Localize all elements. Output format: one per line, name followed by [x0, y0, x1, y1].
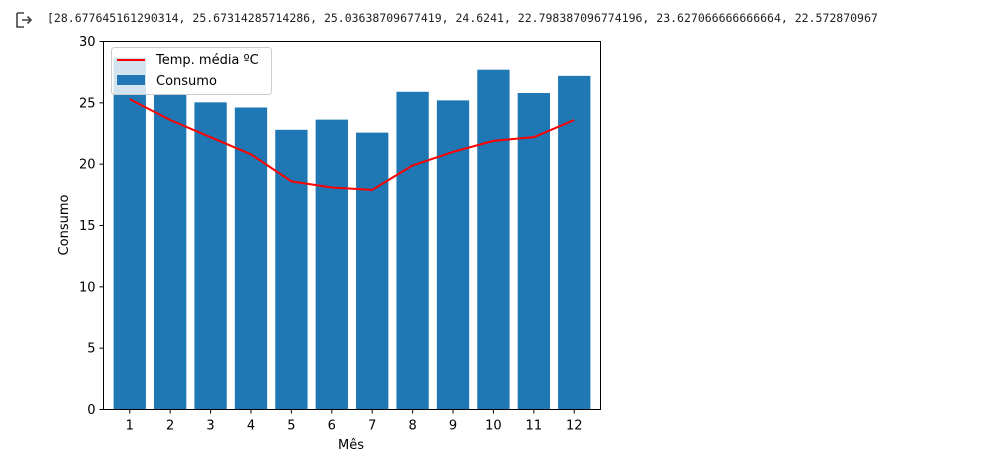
y-tick-label: 0: [87, 403, 95, 418]
bar-consumo-7: [356, 132, 389, 410]
x-tick-label: 7: [368, 419, 376, 434]
bar-consumo-10: [477, 69, 510, 410]
x-tick-label: 5: [287, 419, 295, 434]
x-tick-label: 3: [206, 419, 214, 434]
y-tick-label: 20: [79, 158, 96, 173]
x-tick-label: 8: [408, 419, 416, 434]
y-axis-label: Consumo: [57, 195, 72, 256]
bar-consumo-5: [275, 129, 308, 410]
y-tick-label: 15: [79, 219, 96, 234]
line-temp-media: [129, 98, 575, 191]
legend: Temp. média ºC Consumo: [111, 47, 272, 95]
bar-consumo-12: [558, 75, 591, 410]
x-tick-label: 6: [328, 419, 336, 434]
bar-consumo-9: [436, 100, 470, 410]
legend-bar-label: Consumo: [156, 74, 217, 89]
bars-layer: [113, 57, 591, 410]
y-tick-label: 5: [87, 342, 95, 357]
y-axis-ticks: 0 5 10 15 20 25 30: [79, 35, 104, 418]
line-layer: [129, 98, 575, 191]
bar-consumo-11: [517, 93, 550, 410]
bar-consumo-8: [396, 91, 429, 410]
y-tick-label: 10: [79, 280, 96, 295]
legend-bar-swatch: [117, 75, 145, 85]
x-tick-label: 2: [166, 419, 174, 434]
x-axis-ticks: 1 2 3 4 5 6 7 8 9 10 11 12: [126, 409, 583, 434]
bar-consumo-6: [315, 119, 348, 410]
x-axis-label: Mês: [338, 438, 364, 453]
x-tick-label: 4: [247, 419, 255, 434]
bar-consumo-2: [154, 94, 187, 410]
x-tick-label: 11: [526, 419, 543, 434]
x-tick-label: 9: [449, 419, 457, 434]
bar-consumo-4: [234, 107, 268, 410]
x-tick-label: 10: [485, 419, 502, 434]
bar-consumo-1: [113, 57, 146, 410]
y-tick-label: 30: [79, 35, 96, 50]
legend-line-label: Temp. média ºC: [155, 53, 259, 68]
x-tick-label: 1: [126, 419, 134, 434]
output-arrow-icon[interactable]: [14, 10, 34, 30]
output-text: [28.677645161290314, 25.67314285714286, …: [47, 11, 878, 25]
x-tick-label: 12: [566, 419, 583, 434]
bar-consumo-3: [194, 102, 227, 410]
legend-box: [111, 47, 272, 95]
y-tick-label: 25: [79, 96, 96, 111]
